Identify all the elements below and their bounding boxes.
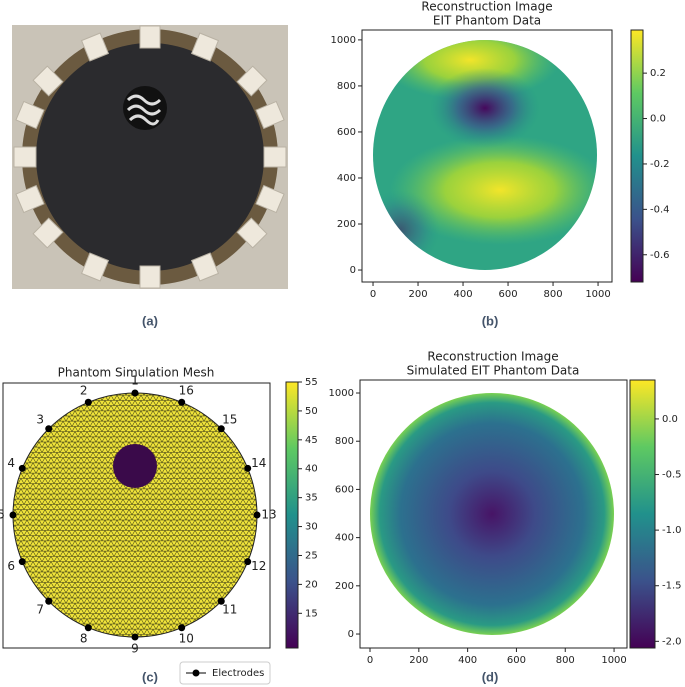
y-tick-label: 1000	[329, 388, 354, 399]
electrode-label: 4	[7, 456, 15, 470]
colorbar-tick-label: 0.0	[650, 114, 666, 125]
panel-label: (c)	[142, 669, 158, 684]
electrode	[131, 633, 139, 641]
electrode-label: 10	[179, 631, 194, 645]
electrode-label: 16	[179, 384, 194, 398]
electrode-label: 9	[131, 642, 139, 656]
x-tick-label: 200	[409, 655, 428, 666]
x-tick-label: 800	[543, 289, 562, 300]
electrode	[217, 597, 225, 605]
x-tick-label: 600	[498, 289, 517, 300]
electrode	[18, 558, 26, 566]
x-tick-label: 400	[453, 289, 472, 300]
x-tick-label: 0	[370, 289, 376, 300]
electrode-label: 13	[261, 508, 276, 522]
electrode	[244, 558, 252, 566]
electrode-label: 7	[36, 602, 44, 616]
electrode	[217, 425, 225, 433]
colorbar-tick-label: -0.4	[650, 204, 670, 215]
colorbar-tick-label: -0.5	[662, 470, 682, 481]
electrode	[45, 425, 53, 433]
electrode	[178, 398, 186, 406]
x-tick-label: 1000	[585, 289, 610, 300]
colorbar	[630, 29, 644, 283]
colorbar-tick-label: 45	[305, 435, 318, 446]
title: Reconstruction Image	[421, 0, 552, 14]
x-tick-label: 400	[458, 655, 477, 666]
y-tick-label: 400	[337, 173, 356, 184]
electrode	[9, 511, 17, 519]
colorbar-tick-label: 0.2	[650, 68, 666, 79]
electrode	[84, 624, 92, 632]
x-tick-label: 0	[367, 655, 373, 666]
plot-frame	[361, 29, 613, 283]
electrode-label: 3	[36, 413, 44, 427]
plot-frame	[359, 379, 628, 649]
colorbar-tick-label: 0.0	[662, 414, 678, 425]
electrode-label: 1	[131, 374, 139, 388]
legend-marker	[192, 669, 200, 677]
colorbar-tick-label: 55	[305, 377, 318, 388]
electrode	[18, 464, 26, 472]
x-tick-label: 800	[556, 655, 575, 666]
legend-label: Electrodes	[212, 668, 264, 679]
electrode-label: 12	[251, 559, 266, 573]
y-tick-label: 600	[335, 484, 354, 495]
colorbar-tick-label: -0.2	[650, 159, 670, 170]
photo	[12, 25, 288, 289]
colorbar	[629, 379, 656, 649]
electrode-label: 11	[222, 602, 237, 616]
y-tick-label: 800	[335, 436, 354, 447]
electrode-label: 5	[0, 508, 5, 522]
phantom	[113, 444, 157, 488]
colorbar-tick-label: 25	[305, 550, 318, 561]
electrode-label: 6	[7, 559, 15, 573]
subtitle: EIT Phantom Data	[433, 14, 541, 28]
electrode	[253, 511, 261, 519]
colorbar-tick-label: -0.6	[650, 250, 670, 261]
panel-label: (b)	[482, 313, 499, 328]
electrode-label: 15	[222, 413, 237, 427]
heatmap	[373, 40, 597, 270]
y-tick-label: 1000	[331, 35, 356, 46]
subtitle: Simulated EIT Phantom Data	[407, 364, 580, 378]
panel-label: (d)	[482, 669, 499, 684]
legend: Electrodes	[179, 661, 271, 685]
colorbar	[285, 381, 299, 649]
x-tick-label: 600	[507, 655, 526, 666]
y-tick-label: 400	[335, 533, 354, 544]
x-tick-label: 200	[408, 289, 427, 300]
colorbar-tick-label: 20	[305, 579, 318, 590]
colorbar-tick-label: 50	[305, 406, 318, 417]
y-tick-label: 0	[350, 265, 356, 276]
electrode	[45, 597, 53, 605]
title: Reconstruction Image	[427, 350, 558, 364]
y-tick-label: 200	[335, 581, 354, 592]
colorbar-tick-label: 30	[305, 522, 318, 533]
title: Phantom Simulation Mesh	[58, 366, 215, 380]
colorbar-tick-label: 35	[305, 493, 318, 504]
y-tick-label: 600	[337, 127, 356, 138]
heatmap	[370, 393, 614, 635]
electrode	[178, 624, 186, 632]
electrode	[131, 389, 139, 397]
electrode	[84, 398, 92, 406]
panel-label: (a)	[142, 313, 158, 328]
y-tick-label: 200	[337, 219, 356, 230]
y-tick-label: 0	[348, 629, 354, 640]
electrode	[244, 464, 252, 472]
x-tick-label: 1000	[601, 655, 626, 666]
colorbar-tick-label: -2.0	[662, 636, 682, 647]
electrode-label: 2	[80, 384, 88, 398]
y-tick-label: 800	[337, 81, 356, 92]
colorbar-tick-label: -1.5	[662, 581, 682, 592]
colorbar-tick-label: -1.0	[662, 525, 682, 536]
electrode-label: 8	[80, 631, 88, 645]
colorbar-tick-label: 40	[305, 464, 318, 475]
colorbar-tick-label: 15	[305, 608, 318, 619]
electrode-label: 14	[251, 456, 266, 470]
